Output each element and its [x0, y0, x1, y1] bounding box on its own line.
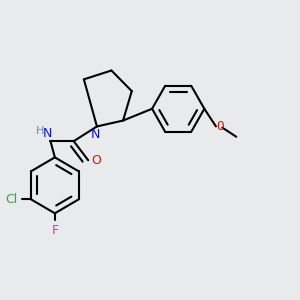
Text: F: F — [51, 224, 58, 238]
Text: O: O — [217, 120, 224, 133]
Text: O: O — [91, 154, 101, 167]
Text: N: N — [43, 127, 52, 140]
Text: H: H — [36, 126, 44, 136]
Text: Cl: Cl — [5, 193, 17, 206]
Text: N: N — [91, 128, 100, 141]
